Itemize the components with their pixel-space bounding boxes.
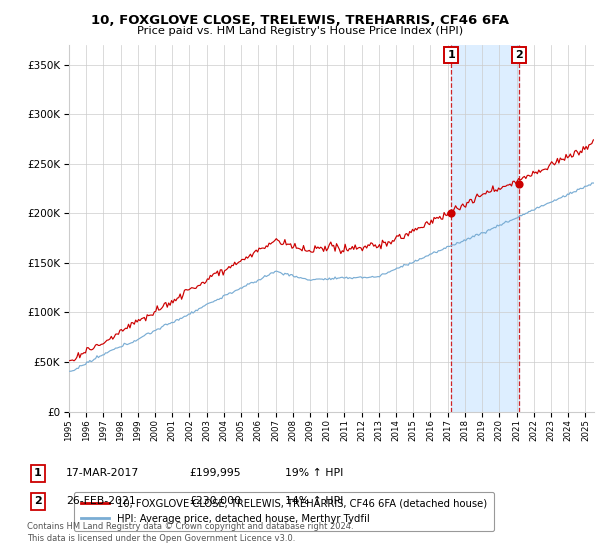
- Text: 10, FOXGLOVE CLOSE, TRELEWIS, TREHARRIS, CF46 6FA: 10, FOXGLOVE CLOSE, TRELEWIS, TREHARRIS,…: [91, 14, 509, 27]
- Text: £199,995: £199,995: [189, 468, 241, 478]
- Text: Price paid vs. HM Land Registry's House Price Index (HPI): Price paid vs. HM Land Registry's House …: [137, 26, 463, 36]
- Text: 2: 2: [515, 50, 523, 60]
- Text: 19% ↑ HPI: 19% ↑ HPI: [285, 468, 343, 478]
- Text: Contains HM Land Registry data © Crown copyright and database right 2024.: Contains HM Land Registry data © Crown c…: [27, 522, 353, 531]
- Text: £230,000: £230,000: [189, 496, 241, 506]
- Legend: 10, FOXGLOVE CLOSE, TRELEWIS, TREHARRIS, CF46 6FA (detached house), HPI: Average: 10, FOXGLOVE CLOSE, TRELEWIS, TREHARRIS,…: [74, 492, 494, 531]
- Text: 1: 1: [448, 50, 455, 60]
- Text: 26-FEB-2021: 26-FEB-2021: [66, 496, 136, 506]
- Text: 2: 2: [34, 496, 41, 506]
- Text: 1: 1: [34, 468, 41, 478]
- Text: 14% ↑ HPI: 14% ↑ HPI: [285, 496, 343, 506]
- Text: 17-MAR-2017: 17-MAR-2017: [66, 468, 139, 478]
- Point: [446, 209, 456, 218]
- Bar: [451, 45, 519, 412]
- Point: [514, 179, 524, 188]
- Text: This data is licensed under the Open Government Licence v3.0.: This data is licensed under the Open Gov…: [27, 534, 295, 543]
